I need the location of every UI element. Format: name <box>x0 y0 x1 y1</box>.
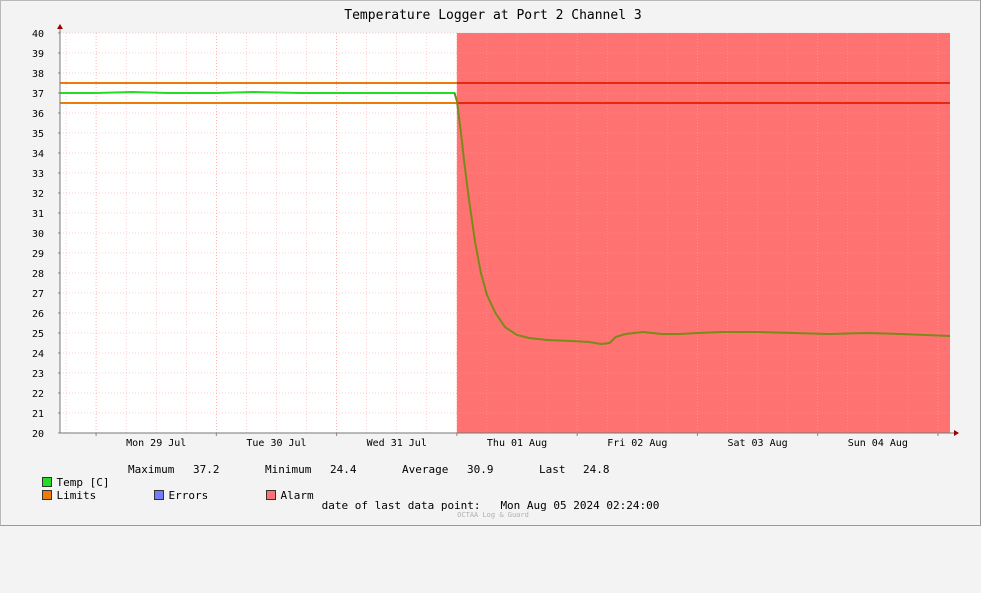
y-tick-label: 24 <box>32 349 44 360</box>
y-tick-label: 36 <box>32 109 44 120</box>
legend-avg-value: 30.9 <box>467 463 494 476</box>
x-tick-label: Sat 03 Aug <box>727 438 787 449</box>
y-tick-label: 39 <box>32 49 44 60</box>
watermark: OCTAA Log & Guard <box>457 511 529 519</box>
alarm-swatch <box>265 490 276 500</box>
y-tick-label: 27 <box>32 289 44 300</box>
chart-title: Temperature Logger at Port 2 Channel 3 <box>344 8 641 23</box>
y-tick-label: 35 <box>32 129 44 140</box>
y-tick-label: 28 <box>32 269 44 280</box>
y-tick-label: 22 <box>32 389 44 400</box>
y-tick-label: 33 <box>32 169 44 180</box>
last-point-value: Mon Aug 05 2024 02:24:00 <box>500 499 660 512</box>
legend-alarm-label: Alarm <box>280 489 314 502</box>
last-point-label: date of last data point: <box>321 499 481 512</box>
x-tick-label: Tue 30 Jul <box>246 438 306 449</box>
y-tick-label: 34 <box>32 149 44 160</box>
y-tick-label: 30 <box>32 229 44 240</box>
legend-avg-label: Average <box>402 463 449 476</box>
y-axis-arrow <box>57 24 63 29</box>
x-axis-arrow <box>954 430 959 436</box>
y-tick-label: 37 <box>32 89 44 100</box>
y-tick-label: 31 <box>32 209 44 220</box>
legend-min-value: 24.4 <box>330 463 357 476</box>
x-tick-label: Sun 04 Aug <box>848 438 908 449</box>
x-tick-label: Wed 31 Jul <box>367 438 427 449</box>
legend-row-2: Limits Errors Alarm <box>15 476 415 502</box>
legend-min-label: Minimum <box>265 463 312 476</box>
errors-swatch <box>153 490 164 500</box>
limits-swatch <box>41 490 52 500</box>
y-tick-label: 20 <box>32 429 44 440</box>
legend-last-label: Last <box>539 463 566 476</box>
legend-temp-label: Temp [C] <box>56 476 110 489</box>
legend-limits-label: Limits <box>56 489 97 502</box>
y-tick-label: 29 <box>32 249 44 260</box>
temp-swatch <box>41 477 52 487</box>
legend-last-value: 24.8 <box>583 463 610 476</box>
legend-errors-label: Errors <box>168 489 209 502</box>
temperature-chart: Temperature Logger at Port 2 Channel 3 2… <box>32 8 959 449</box>
legend-max-label: Maximum <box>128 463 175 476</box>
legend-row-1: Temp [C] Maximum 37.2 Minimum 24.4 Avera… <box>15 463 975 489</box>
x-tick-label: Mon 29 Jul <box>126 438 186 449</box>
y-tick-label: 25 <box>32 329 44 340</box>
y-tick-label: 26 <box>32 309 44 320</box>
last-data-point: date of last data point: Mon Aug 05 2024… <box>0 499 981 512</box>
y-tick-label: 23 <box>32 369 44 380</box>
y-tick-label: 40 <box>32 29 44 40</box>
y-tick-label: 38 <box>32 69 44 80</box>
legend-max-value: 37.2 <box>193 463 220 476</box>
x-tick-label: Fri 02 Aug <box>607 438 667 449</box>
y-tick-label: 21 <box>32 409 44 420</box>
y-tick-label: 32 <box>32 189 44 200</box>
temp-series-line-alarm <box>453 92 951 346</box>
x-tick-label: Thu 01 Aug <box>487 438 547 449</box>
temp-series-line <box>60 90 458 102</box>
